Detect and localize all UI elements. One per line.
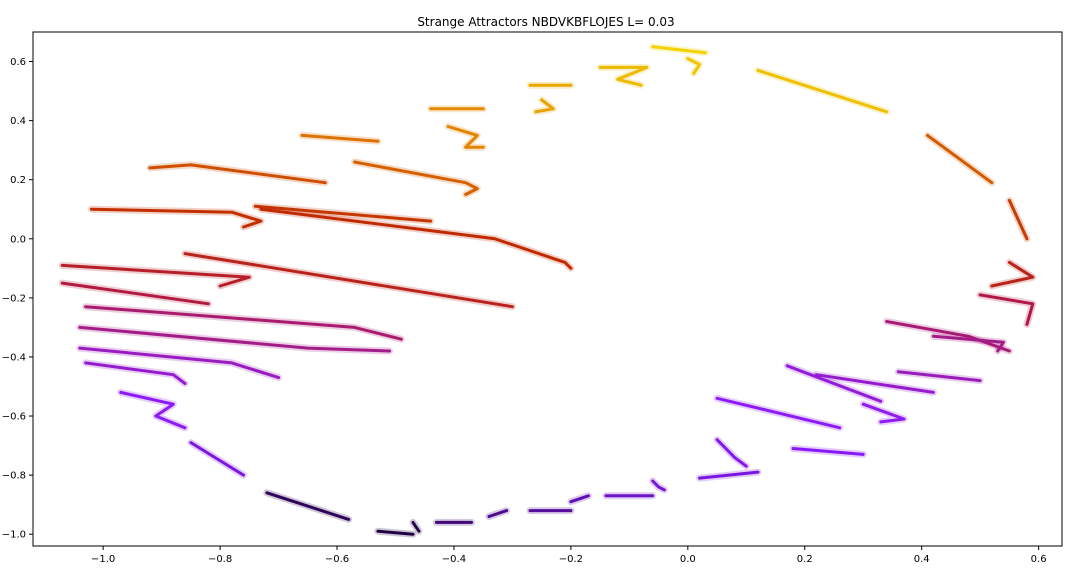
attractor-stroke: [598, 65, 649, 87]
attractor-stroke: [259, 207, 573, 270]
attractor-stroke: [78, 346, 281, 380]
y-tick-label: −0.2: [2, 293, 26, 304]
attractor-stroke: [698, 470, 760, 480]
x-tick-label: −1.0: [91, 554, 115, 565]
attractor-stroke: [265, 491, 351, 521]
plot-area: [58, 43, 1037, 538]
attractor-stroke: [90, 207, 263, 229]
attractor-stroke: [926, 133, 994, 185]
attractor-stroke: [651, 45, 707, 55]
x-axis: −1.0 −0.8 −0.6 −0.4 −0.2 0.0 0.2 0.4 0.6: [91, 546, 1047, 565]
y-axis: 0.6 0.4 0.2 0.0 −0.2 −0.4 −0.6 −0.8 −1.0: [2, 57, 33, 541]
attractor-stroke: [785, 364, 883, 403]
attractor-stroke: [791, 447, 865, 456]
y-tick-label: 0.6: [10, 57, 26, 68]
attractor-stroke: [569, 494, 590, 504]
y-tick-label: 0.4: [10, 116, 26, 127]
attractor-stroke: [300, 133, 380, 143]
y-tick-label: −0.6: [2, 412, 26, 423]
attractor-stroke: [119, 390, 187, 430]
attractor-stroke: [1007, 198, 1029, 241]
x-tick-label: −0.6: [325, 554, 349, 565]
attractor-stroke: [978, 293, 1035, 326]
attractor-stroke: [183, 252, 514, 309]
attractor-stroke: [60, 281, 210, 306]
attractor-stroke: [60, 263, 251, 288]
attractor-stroke: [353, 160, 479, 196]
attractor-stroke: [148, 163, 327, 185]
attractor-stroke: [446, 125, 485, 149]
x-tick-label: 0.4: [914, 554, 930, 565]
x-tick-label: 0.2: [797, 554, 813, 565]
x-tick-label: −0.4: [442, 554, 466, 565]
attractor-stroke: [861, 402, 906, 424]
attractor-stroke: [990, 260, 1035, 288]
attractor-stroke: [896, 370, 982, 383]
attractor-stroke: [376, 529, 415, 536]
chart-title: Strange Attractors NBDVKBFLOJES L= 0.03: [417, 15, 674, 29]
attractor-stroke: [814, 373, 935, 394]
y-tick-label: −0.4: [2, 352, 26, 363]
y-tick-label: −0.8: [2, 471, 26, 482]
x-tick-label: 0.6: [1031, 554, 1047, 565]
attractor-stroke: [885, 320, 1011, 353]
x-tick-label: 0.0: [680, 554, 696, 565]
y-tick-label: 0.2: [10, 175, 26, 186]
attractor-stroke: [686, 57, 701, 75]
attractor-stroke: [715, 396, 842, 430]
attractor-stroke: [487, 509, 509, 518]
attractor-stroke: [534, 98, 555, 114]
attractor-stroke: [189, 441, 245, 477]
attractor-stroke: [84, 361, 187, 385]
plot-frame: [32, 31, 1063, 547]
y-tick-label: −1.0: [2, 530, 26, 541]
x-tick-label: −0.8: [208, 554, 232, 565]
attractor-stroke: [78, 325, 392, 353]
attractor-stroke: [253, 204, 433, 223]
x-tick-label: −0.2: [559, 554, 583, 565]
attractor-stroke: [411, 520, 421, 533]
attractor-stroke: [715, 438, 748, 468]
y-tick-label: 0.0: [10, 234, 26, 245]
attractor-stroke: [931, 334, 1005, 353]
attractor-stroke: [84, 305, 403, 341]
attractor-stroke: [651, 479, 666, 492]
attractor-stroke: [756, 68, 889, 114]
